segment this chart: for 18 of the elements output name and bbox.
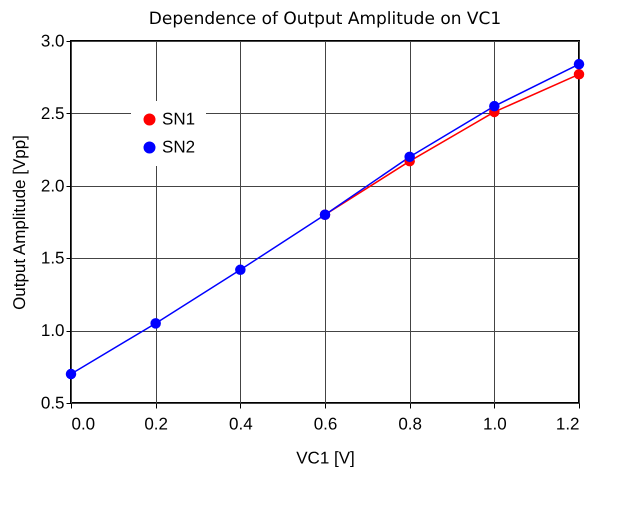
legend-label: SN2 [162,138,196,156]
y-tick-label: 1.0 [40,321,64,340]
x-tick-label: 0.8 [398,414,422,434]
x-tick-label: 0.6 [314,414,338,434]
x-tick-label: 0.0 [72,414,96,434]
y-tick-label: 2.0 [40,176,64,196]
chart-title: Dependence of Output Amplitude on VC1 [148,9,502,29]
y-tick-label: 3.0 [40,32,64,50]
y-tick-label: 0.5 [40,394,64,412]
x-tick-label: 0.4 [229,414,253,434]
legend-label: SN1 [162,110,196,128]
y-axis-title: Output Amplitude [Vpp] [10,135,29,310]
x-tick-label: 1.0 [483,414,507,434]
y-tick-label: 1.5 [40,248,64,268]
y-tick-label: 2.5 [40,104,64,123]
x-axis-title: VC1 [V] [296,448,355,468]
x-tick-label: 0.2 [144,414,168,434]
x-tick-label: 1.2 [556,414,580,434]
